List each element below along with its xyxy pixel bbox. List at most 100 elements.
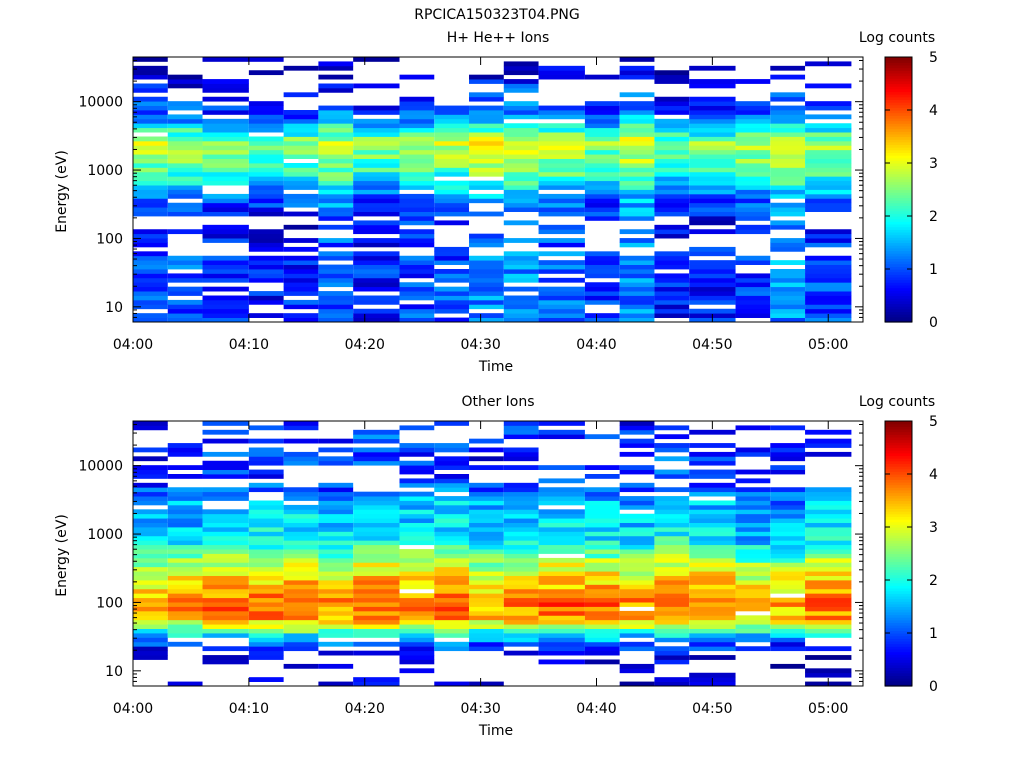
heatmap-cell [538, 575, 585, 581]
heatmap-cell [689, 185, 736, 190]
heatmap-cell [434, 308, 470, 314]
heatmap-cell [503, 429, 539, 435]
heatmap-cell [805, 588, 852, 594]
heatmap-cell [353, 282, 400, 288]
heatmap-cell [248, 500, 284, 506]
heatmap-cell [283, 575, 319, 581]
heatmap-cell [202, 260, 249, 265]
heatmap-cell [538, 145, 585, 151]
colorbar-step [885, 290, 912, 294]
heatmap-cell [805, 136, 852, 142]
heatmap-cell [619, 123, 655, 129]
heatmap-cell [202, 238, 249, 243]
heatmap-cell [202, 566, 249, 572]
heatmap-cell [318, 615, 354, 621]
heatmap-cell [469, 527, 504, 532]
heatmap-cell [770, 615, 806, 621]
colorbar-step [885, 633, 912, 637]
heatmap-cell [248, 269, 284, 274]
heatmap-cell [584, 650, 620, 656]
heatmap-cell [353, 557, 400, 563]
heatmap-cell [399, 158, 435, 164]
colorbar-step [885, 580, 912, 584]
heatmap-cell [202, 211, 249, 217]
heatmap-cell [353, 167, 400, 173]
heatmap-cell [654, 273, 690, 279]
heatmap-cell [805, 646, 852, 652]
heatmap-cell [654, 531, 690, 537]
colorbar-step [885, 115, 912, 119]
heatmap-cell [434, 593, 470, 599]
heatmap-cell [434, 317, 470, 323]
x-tick-label: 04:50 [692, 701, 732, 717]
heatmap-cell [538, 211, 585, 217]
heatmap-cell [248, 575, 284, 581]
heatmap-cell [689, 154, 736, 159]
colorbar-step [885, 505, 912, 510]
heatmap-cell [770, 299, 806, 305]
heatmap-cell [619, 308, 655, 314]
y-tick-label: 10 [105, 664, 123, 680]
heatmap-cell [133, 487, 168, 493]
heatmap-cell [689, 282, 736, 288]
heatmap-cell [133, 509, 168, 515]
colorbar-step [885, 622, 912, 626]
heatmap-cell [167, 571, 203, 576]
heatmap-cell [399, 110, 435, 115]
colorbar-step [885, 529, 912, 533]
heatmap-cell [689, 167, 736, 173]
colorbar-step [885, 120, 912, 124]
heatmap-cell [133, 185, 168, 190]
heatmap-cell [735, 132, 771, 137]
heatmap-cell [619, 255, 655, 261]
heatmap-cell [469, 553, 504, 559]
heatmap-cell [399, 255, 435, 261]
heatmap-cell [353, 171, 400, 177]
heatmap-cell [805, 202, 852, 208]
heatmap-cell [283, 425, 319, 431]
colorbar-step [885, 102, 912, 106]
heatmap-cell [202, 580, 249, 585]
colorbar-step [885, 125, 912, 130]
heatmap-cell [654, 158, 690, 164]
heatmap-cell [469, 304, 504, 310]
heatmap-cell [318, 295, 354, 301]
colorbar-step [885, 463, 912, 467]
heatmap-cell [735, 304, 771, 310]
heatmap-cell [469, 193, 504, 199]
heatmap-cell [202, 571, 249, 576]
colorbar-step [885, 519, 912, 523]
heatmap-cell [469, 509, 504, 515]
x-tick-label: 04:20 [345, 701, 385, 717]
colorbar-step [885, 62, 912, 66]
heatmap-cell [167, 619, 203, 625]
heatmap-cell [538, 167, 585, 173]
heatmap-cell [538, 198, 585, 204]
heatmap-cell [399, 273, 435, 279]
heatmap-cell [689, 474, 736, 479]
heatmap-cell [770, 158, 806, 164]
heatmap-cell [353, 185, 400, 190]
heatmap-cell [469, 242, 504, 248]
heatmap-cell [399, 518, 435, 523]
heatmap-cell [584, 535, 620, 541]
heatmap-cell [202, 224, 249, 230]
colorbar-step [885, 263, 912, 267]
heatmap-cell [133, 456, 168, 462]
heatmap-cell [770, 105, 806, 111]
heatmap-cell [770, 597, 806, 603]
heatmap-cell [353, 242, 400, 248]
heatmap-cell [805, 500, 852, 506]
heatmap-cell [654, 154, 690, 159]
heatmap-cell [584, 193, 620, 199]
heatmap-cell [318, 74, 354, 80]
heatmap-cell [167, 260, 203, 265]
y-tick-label: 10 [105, 300, 123, 316]
colorbar-step [885, 168, 912, 172]
heatmap-cell [689, 469, 736, 475]
heatmap-cell [399, 136, 435, 142]
heatmap-cell [434, 513, 470, 519]
heatmap-cell [434, 535, 470, 541]
heatmap-cell [434, 527, 470, 532]
heatmap-cell [584, 163, 620, 168]
